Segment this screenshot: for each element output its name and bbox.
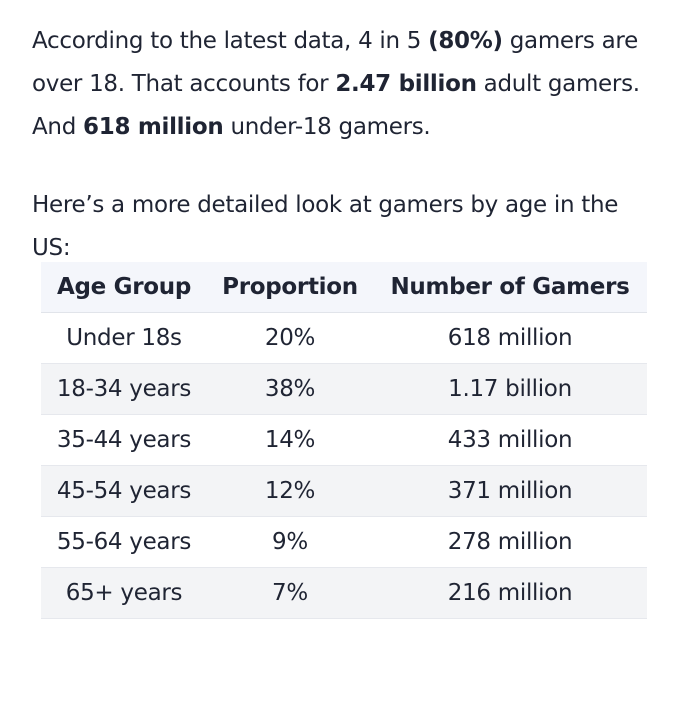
- cell-age-group: 18-34 years: [41, 363, 207, 415]
- gamers-by-age-table: Age Group Proportion Number of Gamers Un…: [41, 262, 647, 619]
- cell-proportion: 38%: [207, 363, 373, 415]
- intro-text-4: under-18 gamers.: [223, 114, 431, 140]
- intro-bold-percent: (80%): [428, 28, 503, 54]
- intro-text-1: According to the latest data, 4 in 5: [32, 28, 429, 54]
- intro-text-3: adult gamers. And: [32, 71, 640, 140]
- cell-number-of-gamers: 1.17 billion: [373, 363, 647, 415]
- intro-bold-adults: 2.47 billion: [335, 71, 477, 97]
- table-row: 45-54 years 12% 371 million: [41, 465, 647, 517]
- table-row: 35-44 years 14% 433 million: [41, 414, 647, 466]
- cell-number-of-gamers: 371 million: [373, 465, 647, 517]
- table-row: 65+ years 7% 216 million: [41, 567, 647, 619]
- cell-age-group: 35-44 years: [41, 414, 207, 466]
- cell-proportion: 7%: [207, 567, 373, 619]
- cell-number-of-gamers: 433 million: [373, 414, 647, 466]
- cell-proportion: 9%: [207, 516, 373, 568]
- cell-age-group: Under 18s: [41, 312, 207, 364]
- header-age-group: Age Group: [41, 262, 207, 313]
- table-row: Under 18s 20% 618 million: [41, 312, 647, 364]
- intro-text-2: gamers are over 18. That accounts for: [32, 28, 638, 97]
- cell-proportion: 12%: [207, 465, 373, 517]
- table-header-row: Age Group Proportion Number of Gamers: [41, 262, 647, 313]
- cell-number-of-gamers: 216 million: [373, 567, 647, 619]
- table-row: 55-64 years 9% 278 million: [41, 516, 647, 568]
- header-number-of-gamers: Number of Gamers: [373, 262, 647, 313]
- header-proportion: Proportion: [207, 262, 373, 313]
- cell-number-of-gamers: 618 million: [373, 312, 647, 364]
- cell-number-of-gamers: 278 million: [373, 516, 647, 568]
- cell-age-group: 65+ years: [41, 567, 207, 619]
- table-row: 18-34 years 38% 1.17 billion: [41, 363, 647, 415]
- table-lead-text: Here’s a more detailed look at gamers by…: [32, 192, 619, 261]
- cell-age-group: 55-64 years: [41, 516, 207, 568]
- cell-proportion: 14%: [207, 414, 373, 466]
- intro-bold-minors: 618 million: [83, 114, 224, 140]
- cell-age-group: 45-54 years: [41, 465, 207, 517]
- cell-proportion: 20%: [207, 312, 373, 364]
- intro-paragraph: According to the latest data, 4 in 5 (80…: [32, 20, 662, 149]
